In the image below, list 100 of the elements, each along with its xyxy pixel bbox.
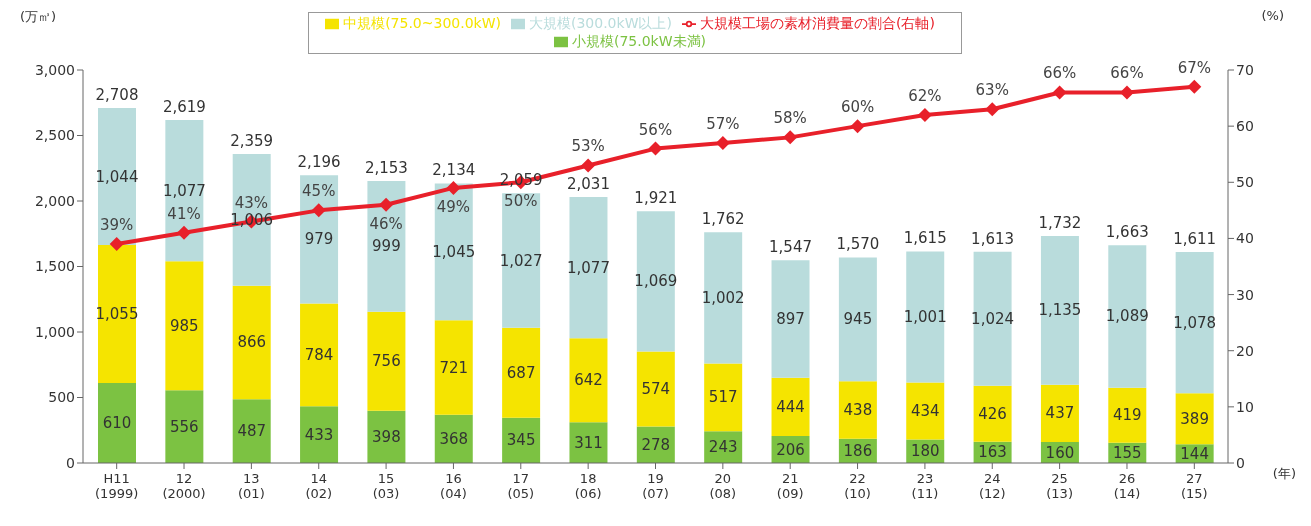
bar <box>569 197 608 339</box>
data-label: 574 <box>641 379 671 398</box>
bar <box>1108 245 1147 388</box>
y-tick-label: 3,000 <box>34 61 75 78</box>
total-label: 1,615 <box>903 229 947 248</box>
data-label: 160 <box>1045 443 1075 462</box>
data-label: 311 <box>574 433 603 452</box>
data-label: 610 <box>102 414 132 433</box>
point <box>446 180 461 195</box>
point <box>985 102 1000 117</box>
point <box>917 107 932 122</box>
data-label: 53% <box>571 137 605 156</box>
bar <box>771 260 810 378</box>
data-label: 487 <box>237 422 267 441</box>
data-label: 999 <box>372 237 401 256</box>
total-label: 1,921 <box>634 189 678 208</box>
data-label: 368 <box>439 429 469 448</box>
data-label: 389 <box>1180 409 1209 428</box>
data-label: 1,045 <box>432 242 476 261</box>
point <box>311 203 326 218</box>
y2-tick-label: 0 <box>1236 454 1245 471</box>
y2-axis-title: (%) <box>1261 8 1284 23</box>
y-tick-label: 2,500 <box>34 127 75 144</box>
bar <box>1175 393 1214 445</box>
x-tick-label: 23 (11) <box>911 471 939 501</box>
data-label: 50% <box>504 192 538 211</box>
total-label: 2,708 <box>95 86 139 105</box>
point <box>648 141 663 156</box>
y2-tick-label: 30 <box>1236 286 1254 303</box>
x-tick-label: H11 (1999) <box>95 471 139 501</box>
bar <box>1040 236 1079 385</box>
data-label: 985 <box>170 316 199 335</box>
data-label: 434 <box>910 401 940 420</box>
x-tick-label: 15 (03) <box>372 471 400 501</box>
bar <box>165 390 204 463</box>
data-label: 67% <box>1177 58 1211 77</box>
data-label: 60% <box>840 98 875 117</box>
x-tick-label: 20 (08) <box>709 471 737 501</box>
legend-label: 大規模(300.0kW以上) <box>528 15 672 31</box>
x-tick-label: 12 (2000) <box>162 471 206 501</box>
data-label: 163 <box>978 443 1007 462</box>
total-label: 1,732 <box>1038 214 1082 233</box>
bar <box>906 251 945 383</box>
data-label: 556 <box>170 417 199 436</box>
data-label: 784 <box>304 345 334 364</box>
bar <box>569 338 608 423</box>
data-label: 721 <box>439 358 469 377</box>
bar <box>636 211 675 352</box>
data-label: 1,078 <box>1173 313 1217 332</box>
point <box>1119 85 1134 100</box>
data-label: 426 <box>978 404 1007 423</box>
y-tick-label: 0 <box>66 454 75 471</box>
point <box>581 158 596 173</box>
x-tick-label: 22 (10) <box>844 471 871 501</box>
point <box>177 225 192 240</box>
bar <box>502 327 541 418</box>
bar <box>98 383 136 463</box>
data-label: 62% <box>908 86 942 105</box>
data-label: 243 <box>708 438 738 457</box>
x-tick-label: 18 (06) <box>574 471 602 501</box>
data-label: 1,069 <box>634 272 678 291</box>
data-label: 58% <box>773 109 807 128</box>
data-label: 1,044 <box>95 167 139 186</box>
y-axis-title: (万㎥) <box>20 8 57 26</box>
total-label: 2,196 <box>297 153 341 172</box>
x-tick-label: 14 (02) <box>305 471 333 501</box>
data-label: 49% <box>436 197 471 216</box>
y-tick-label: 2,000 <box>34 192 75 209</box>
data-label: 206 <box>776 440 805 459</box>
data-label: 642 <box>574 371 603 390</box>
total-label: 1,547 <box>769 238 813 257</box>
point <box>1187 79 1202 94</box>
data-label: 345 <box>506 431 536 450</box>
data-label: 45% <box>302 182 336 201</box>
x-tick-label: 27 (15) <box>1180 471 1208 501</box>
x-tick-label: 13 (01) <box>238 471 265 501</box>
total-label: 2,359 <box>230 131 274 150</box>
bar <box>300 175 339 304</box>
data-label: 57% <box>706 114 740 133</box>
x-tick-label: 25 (13) <box>1046 471 1073 501</box>
bar <box>165 120 204 262</box>
bar <box>704 232 743 364</box>
bar <box>1108 387 1147 443</box>
y2-tick-label: 70 <box>1236 61 1254 78</box>
data-label: 979 <box>304 230 334 249</box>
bar <box>838 381 877 439</box>
y2-tick-label: 50 <box>1236 174 1254 191</box>
bar <box>636 351 675 427</box>
point <box>850 119 865 134</box>
data-label: 517 <box>708 388 738 407</box>
data-label: 63% <box>975 81 1009 100</box>
data-label: 866 <box>237 333 267 352</box>
data-label: 419 <box>1112 406 1142 425</box>
data-label: 1,135 <box>1038 301 1082 320</box>
data-label: 278 <box>641 435 671 454</box>
y2-tick-label: 40 <box>1236 230 1254 247</box>
bar <box>906 382 945 440</box>
point <box>715 135 730 150</box>
bar <box>1040 384 1079 443</box>
x-tick-label: 21 (09) <box>776 471 804 501</box>
